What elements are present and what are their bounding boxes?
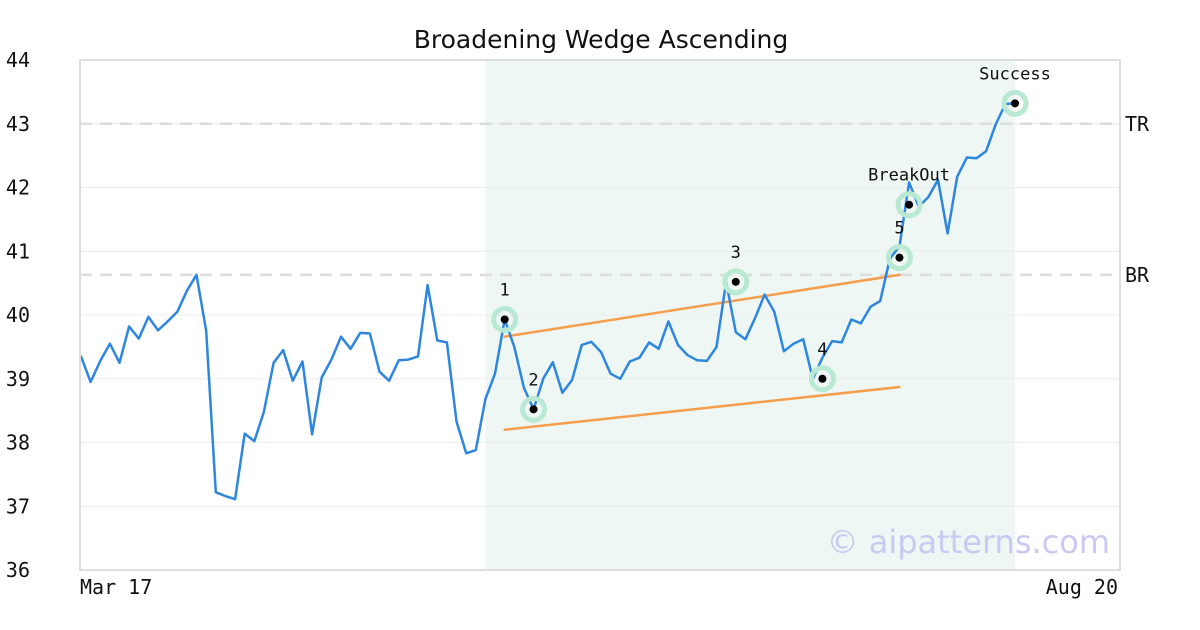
- pivot-dot: [895, 253, 904, 262]
- series-layer: [79, 102, 1017, 501]
- plot-border: [79, 59, 1121, 571]
- y-tick-label: 39: [6, 367, 30, 391]
- y-tick-label: 37: [6, 494, 30, 518]
- pivot-ring: [491, 305, 519, 333]
- y-tick-label: 42: [6, 176, 30, 200]
- pivot-label: 5: [894, 219, 904, 239]
- pivot-point-success: Success: [979, 64, 1051, 117]
- y-tick-label: 36: [6, 558, 30, 582]
- pivot-dot: [1011, 99, 1019, 108]
- pivot-label: BreakOut: [868, 166, 950, 186]
- y-axis-ticks: 36 37 38 39 40 41 42 43 44: [6, 48, 30, 582]
- x-axis-ticks: Mar 17 Aug 20: [80, 575, 1118, 599]
- pivot-ring: [808, 365, 836, 393]
- y-tick-label: 43: [6, 112, 30, 136]
- pivot-ring: [1001, 89, 1029, 117]
- pivot-ring: [520, 395, 548, 423]
- pivot-point-breakout: BreakOut: [868, 166, 950, 219]
- reference-label-br: BR: [1125, 263, 1150, 287]
- x-tick-label: Aug 20: [1046, 575, 1118, 599]
- pivot-dot: [529, 405, 538, 414]
- trend-lines: [503, 273, 901, 431]
- pivot-dot: [818, 374, 827, 383]
- pivot-point-5: 5: [885, 219, 913, 272]
- pivot-ring: [895, 191, 923, 219]
- horizontal-lines: TR BR: [80, 112, 1150, 287]
- pivot-point-3: 3: [722, 243, 750, 296]
- pivot-label: 3: [731, 243, 741, 263]
- y-tick-label: 44: [6, 48, 30, 72]
- watermark: © aipatterns.com: [827, 523, 1110, 561]
- chart-title: Broadening Wedge Ascending: [414, 25, 789, 54]
- pivot-label: 1: [500, 280, 510, 300]
- y-tick-label: 41: [6, 239, 30, 263]
- pivot-point-4: 4: [808, 340, 836, 393]
- pivot-label: 4: [817, 340, 827, 360]
- price-line: [79, 102, 1017, 501]
- pivot-points: 1 2 3 4 5 BreakOut Success: [491, 64, 1051, 423]
- x-tick-label: Mar 17: [80, 575, 152, 599]
- y-tick-label: 38: [6, 431, 30, 455]
- pivot-ring: [885, 244, 913, 272]
- reference-label-tr: TR: [1125, 112, 1150, 136]
- pivot-dot: [500, 315, 509, 324]
- pivot-label: 2: [528, 370, 538, 390]
- trend-line-upper: [503, 273, 901, 338]
- pivot-point-2: 2: [520, 370, 548, 423]
- trend-line-lower: [503, 385, 901, 431]
- pivot-point-1: 1: [491, 280, 519, 333]
- pivot-label: Success: [979, 64, 1051, 84]
- y-tick-label: 40: [6, 303, 30, 327]
- pivot-dot: [731, 277, 740, 286]
- pivot-dot: [905, 200, 914, 209]
- pivot-ring: [722, 268, 750, 296]
